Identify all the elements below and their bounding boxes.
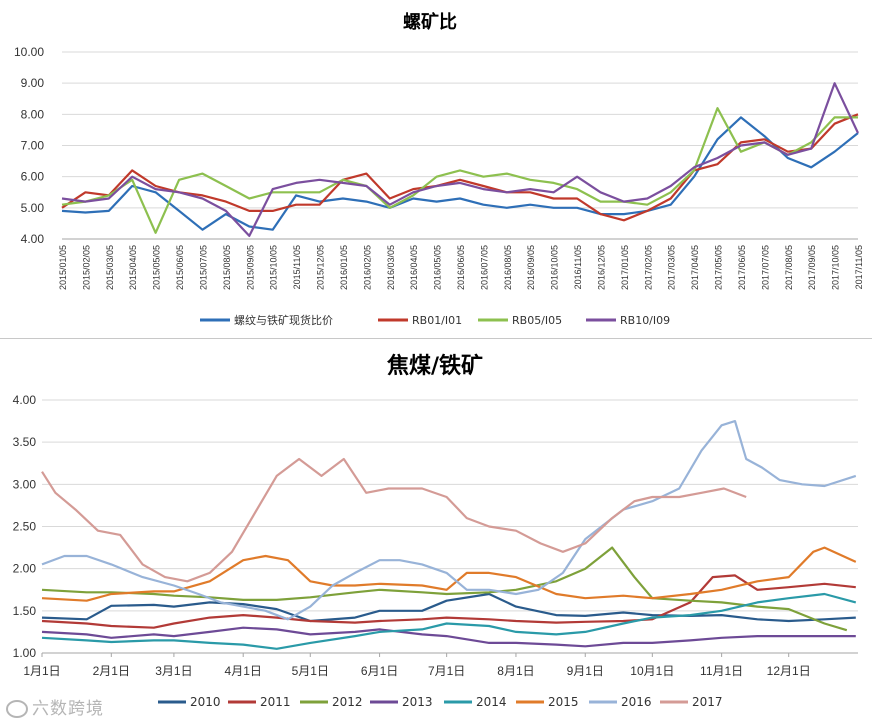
x-tick-label: 2月1日 (93, 664, 130, 678)
series-line-3 (61, 82, 859, 237)
x-tick-label: 2017/05/05 (714, 245, 724, 290)
x-tick-label: 2017/11/05 (854, 245, 864, 289)
chart-panel-rebar-ore: 螺矿比 4.00 5.00 6.00 7.00 8.00 9.00 10.00 2015/01/… (0, 0, 872, 339)
x-tick-label: 2015/05/05 (152, 245, 162, 290)
x-tick-label: 6月1日 (361, 664, 398, 678)
watermark-logo: 六数跨境 (6, 694, 104, 719)
series-line-1 (61, 113, 859, 222)
watermark-icon (6, 700, 28, 718)
x-tick-label: 2016/07/05 (479, 245, 489, 290)
series-line-1 (41, 574, 856, 629)
series-line-0 (41, 592, 856, 623)
x-tick-label: 2015/02/05 (81, 245, 91, 290)
x-tick-label: 2017/04/05 (690, 245, 700, 290)
x-tick-label: 5月1日 (292, 664, 329, 678)
y-tick-label: 8.00 (21, 107, 45, 121)
legend-label: RB05/I05 (512, 314, 562, 327)
y-tick-label: 6.00 (21, 170, 45, 184)
y-tick-label: 9.00 (21, 76, 45, 90)
x-tick-label: 2016/09/05 (526, 245, 536, 290)
y-tick-label: 3.00 (13, 477, 37, 491)
x-tick-label: 2015/06/05 (175, 245, 185, 290)
legend-label: 2011 (260, 695, 291, 709)
watermark-text: 六数跨境 (32, 699, 104, 719)
x-tick-label: 2015/01/05 (58, 245, 68, 290)
x-tick-label: 2017/03/05 (667, 245, 677, 290)
chart-panel-coal-ore: 焦煤/铁矿 1.00 1.50 2.00 2.50 3.00 3.50 4.00 1月1日 2月1… (0, 340, 872, 722)
x-tick-label: 9月1日 (567, 664, 604, 678)
x-tick-label: 2017/06/05 (737, 245, 747, 290)
legend-label: 2017 (692, 695, 723, 709)
x-tick-label: 2016/06/05 (456, 245, 466, 290)
y-tick-label: 7.00 (21, 139, 45, 153)
x-tick-label: 2017/09/05 (807, 245, 817, 290)
x-tick-label: 2017/10/05 (831, 245, 841, 290)
x-tick-label: 12月1日 (767, 664, 811, 678)
legend-label: RB10/I09 (620, 314, 670, 327)
legend-label: RB01/I01 (412, 314, 462, 327)
legend-label: 2014 (476, 695, 507, 709)
y-tick-label: 4.00 (21, 232, 45, 246)
x-tick-label: 2015/08/05 (222, 245, 232, 290)
x-tick-label: 2016/04/05 (409, 245, 419, 290)
series-line-7 (41, 457, 747, 583)
x-tick-label: 2015/04/05 (128, 245, 138, 290)
x-tick-label: 2016/08/05 (503, 245, 513, 290)
x-tick-label: 2016/05/05 (433, 245, 443, 290)
x-tick-label: 10月1日 (630, 664, 674, 678)
x-tick-label: 2015/09/05 (245, 245, 255, 290)
legend-label: 2012 (332, 695, 363, 709)
series-line-2 (41, 546, 848, 632)
legend-label: 螺纹与铁矿现货比价 (234, 313, 333, 327)
x-tick-label: 2017/07/05 (760, 245, 770, 290)
x-tick-label: 2017/01/05 (620, 245, 630, 290)
legend-label: 2016 (621, 695, 652, 709)
x-tick-label: 2017/08/05 (784, 245, 794, 290)
chart-title: 焦煤/铁矿 (386, 353, 483, 379)
legend-label: 2010 (190, 695, 221, 709)
y-tick-label: 1.00 (13, 646, 37, 660)
y-tick-label: 3.50 (13, 435, 37, 449)
x-tick-label: 2016/12/05 (596, 245, 606, 290)
y-tick-label: 1.50 (13, 604, 37, 618)
x-tick-label: 2015/07/05 (198, 245, 208, 290)
legend-label: 2013 (402, 695, 433, 709)
x-tick-label: 2015/10/05 (269, 245, 279, 290)
x-tick-label: 2016/10/05 (550, 245, 560, 290)
x-tick-label: 7月1日 (428, 664, 465, 678)
y-tick-label: 4.00 (13, 393, 37, 407)
legend-label: 2015 (548, 695, 579, 709)
x-tick-label: 1月1日 (23, 664, 60, 678)
y-tick-label: 2.00 (13, 562, 37, 576)
series-line-3 (41, 626, 856, 648)
x-tick-label: 2016/03/05 (386, 245, 396, 290)
x-tick-label: 2016/11/05 (573, 245, 583, 289)
x-tick-label: 2015/12/05 (316, 245, 326, 290)
x-tick-label: 4月1日 (225, 664, 262, 678)
series-line-4 (41, 592, 857, 650)
chart-coking-coal-ore-ratio: 焦煤/铁矿 1.00 1.50 2.00 2.50 3.00 3.50 4.00 1月1日 2月1… (13, 353, 858, 709)
y-tick-label: 2.50 (13, 520, 37, 534)
x-tick-label: 3月1日 (155, 664, 192, 678)
x-tick-label: 8月1日 (497, 664, 534, 678)
series-line-6 (41, 419, 857, 621)
chart-title: 螺矿比 (403, 11, 457, 33)
x-tick-label: 2016/02/05 (362, 245, 372, 290)
x-tick-label: 2017/02/05 (643, 245, 653, 290)
x-tick-label: 2016/01/05 (339, 245, 349, 290)
x-tick-label: 11月1日 (700, 664, 743, 678)
y-tick-label: 5.00 (21, 201, 45, 215)
chart-rebar-ore-ratio: 螺矿比 4.00 5.00 6.00 7.00 8.00 9.00 10.00 2015/01/… (14, 11, 864, 327)
x-tick-label: 2015/11/05 (292, 245, 302, 289)
series-line-0 (61, 116, 859, 231)
series-line-2 (61, 106, 858, 234)
x-tick-label: 2015/03/05 (105, 245, 115, 290)
series-line-5 (41, 546, 857, 602)
y-tick-label: 10.00 (14, 45, 44, 59)
